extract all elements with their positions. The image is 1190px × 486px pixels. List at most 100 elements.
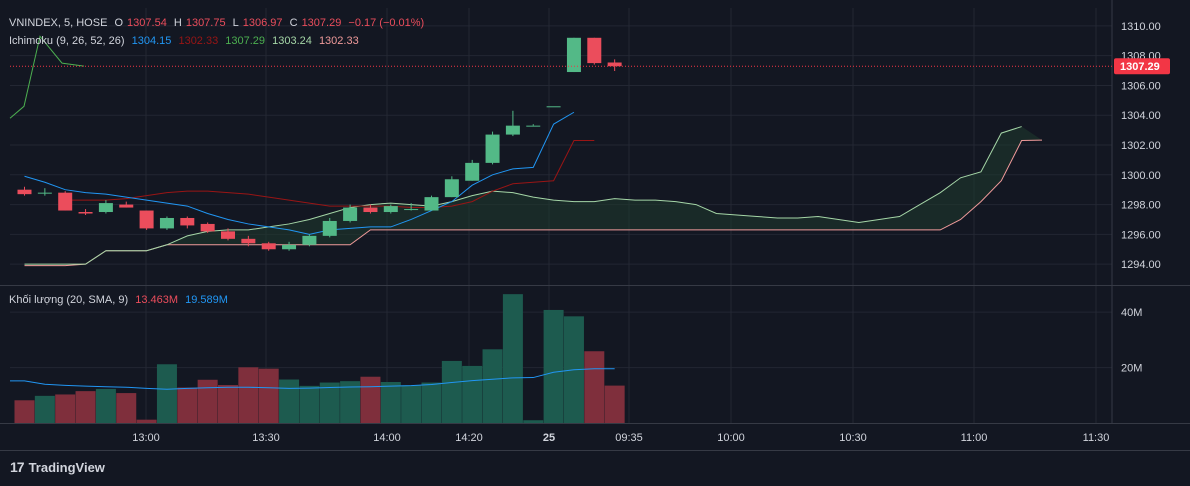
candle-body — [98, 203, 113, 213]
price-tick-label: 1294.00 — [1121, 259, 1161, 271]
legend-change: −0.17 (−0.01%) — [348, 17, 425, 29]
price-tick-label: 1304.00 — [1121, 110, 1161, 122]
candle-body — [404, 209, 419, 211]
candle-body — [221, 231, 235, 239]
candle-body — [383, 206, 398, 213]
time-tick-label: 13:30 — [252, 432, 280, 444]
volume-bar — [116, 393, 137, 423]
tradingview-name: TradingView — [28, 459, 105, 475]
volume-bar — [238, 367, 259, 423]
time-tick-label: 25 — [543, 432, 555, 444]
volume-bar — [604, 385, 625, 423]
candle-body — [139, 210, 154, 229]
volume-sma-line — [10, 368, 615, 390]
ichimoku-chikou-line — [9, 35, 85, 119]
volume-bar — [462, 365, 483, 423]
volume-bar — [177, 387, 198, 423]
volume-bar — [75, 391, 96, 423]
tradingview-brand[interactable]: 17 TradingView — [10, 459, 105, 475]
candle-body — [587, 37, 602, 64]
time-tick-label: 14:20 — [455, 432, 483, 444]
volume-bar — [299, 385, 320, 423]
candle-body — [485, 134, 500, 163]
ichimoku-label: Ichimoku (9, 26, 52, 26) — [9, 35, 125, 47]
candle-body — [17, 189, 32, 195]
candle-body — [200, 223, 215, 232]
volume-bar — [543, 309, 564, 423]
time-tick-label: 10:00 — [717, 432, 745, 444]
time-tick-label: 14:00 — [373, 432, 401, 444]
volume-bar — [218, 385, 238, 423]
volume-tick-label: 40M — [1121, 307, 1142, 319]
volume-bar — [340, 381, 361, 423]
ichimoku-tenkan-value: 1304.15 — [131, 35, 172, 47]
price-tick-label: 1302.00 — [1121, 140, 1161, 152]
volume-bar — [523, 420, 544, 423]
legend-open: 1307.54 — [127, 17, 167, 29]
volume-bar — [14, 400, 35, 423]
volume-bar — [502, 294, 523, 423]
volume-bar — [482, 349, 503, 423]
volume-bar — [319, 382, 340, 423]
price-tick-label: 1310.00 — [1121, 21, 1161, 33]
candle-body — [322, 220, 337, 236]
candle-body — [424, 197, 439, 211]
candle-body — [444, 179, 459, 198]
volume-bar — [360, 376, 381, 423]
price-tick-label: 1296.00 — [1121, 229, 1161, 241]
volume-bar — [279, 379, 300, 423]
volume-bar — [401, 385, 422, 423]
ichimoku-span-b-value: 1302.33 — [318, 35, 359, 47]
volume-bar — [136, 419, 157, 423]
time-tick-label: 09:35 — [615, 432, 643, 444]
candle-body — [546, 106, 561, 108]
last-price-badge — [1114, 58, 1170, 75]
ichimoku-kijun-line — [65, 140, 595, 209]
volume-bar — [156, 364, 177, 423]
price-tick-label: 1306.00 — [1121, 80, 1161, 92]
volume-bar — [55, 394, 76, 423]
candle-body — [566, 37, 581, 73]
price-legend: VNINDEX, 5, HOSE O 1307.54 H 1307.75 L 1306… — [9, 17, 425, 29]
ichimoku-kijun-value: 1302.33 — [178, 35, 219, 47]
volume-value: 13.463M — [135, 294, 179, 306]
time-tick-label: 13:00 — [132, 432, 160, 444]
legend-high: 1307.75 — [185, 17, 226, 29]
ichimoku-span-b-line — [24, 139, 1043, 267]
volume-bar — [95, 388, 116, 423]
ichimoku-span-a-value: 1303.24 — [272, 35, 312, 47]
volume-bar — [441, 360, 462, 423]
candle-body — [526, 125, 541, 127]
candle-body — [465, 162, 480, 181]
price-tick-label: 1300.00 — [1121, 170, 1161, 182]
ichimoku-legend[interactable]: Ichimoku (9, 26, 52, 26) 1304.15 1302.33… — [9, 35, 363, 47]
volume-tick-label: 20M — [1121, 363, 1142, 375]
time-tick-label: 11:30 — [1083, 432, 1110, 444]
candle-body — [363, 207, 378, 213]
candle-body — [119, 204, 134, 208]
legend-close: 1307.29 — [301, 17, 342, 29]
candle-body — [78, 212, 93, 214]
candle-body — [282, 244, 297, 250]
candle-body — [180, 217, 195, 226]
volume-legend[interactable]: Khối lượng (20, SMA, 9) 13.463M 19.589M — [9, 294, 232, 306]
legend-symbol: VNINDEX, 5, HOSE — [9, 17, 108, 29]
time-tick-label: 11:00 — [961, 432, 988, 444]
ichimoku-chikou-value: 1307.29 — [225, 35, 266, 47]
volume-bar — [380, 381, 401, 423]
ichimoku-cloud — [24, 126, 1042, 266]
volume-bar — [584, 351, 605, 423]
candle-body — [302, 235, 317, 245]
last-price-label: 1307.29 — [1120, 61, 1160, 73]
candle-body — [58, 192, 73, 211]
volume-bar — [421, 382, 442, 423]
time-tick-label: 10:30 — [839, 432, 867, 444]
volume-label: Khối lượng (20, SMA, 9) — [9, 294, 129, 306]
candle-body — [159, 217, 174, 229]
candle-body — [343, 207, 358, 221]
volume-bar — [258, 368, 279, 423]
price-tick-label: 1298.00 — [1121, 200, 1161, 212]
candle-body — [505, 125, 520, 135]
